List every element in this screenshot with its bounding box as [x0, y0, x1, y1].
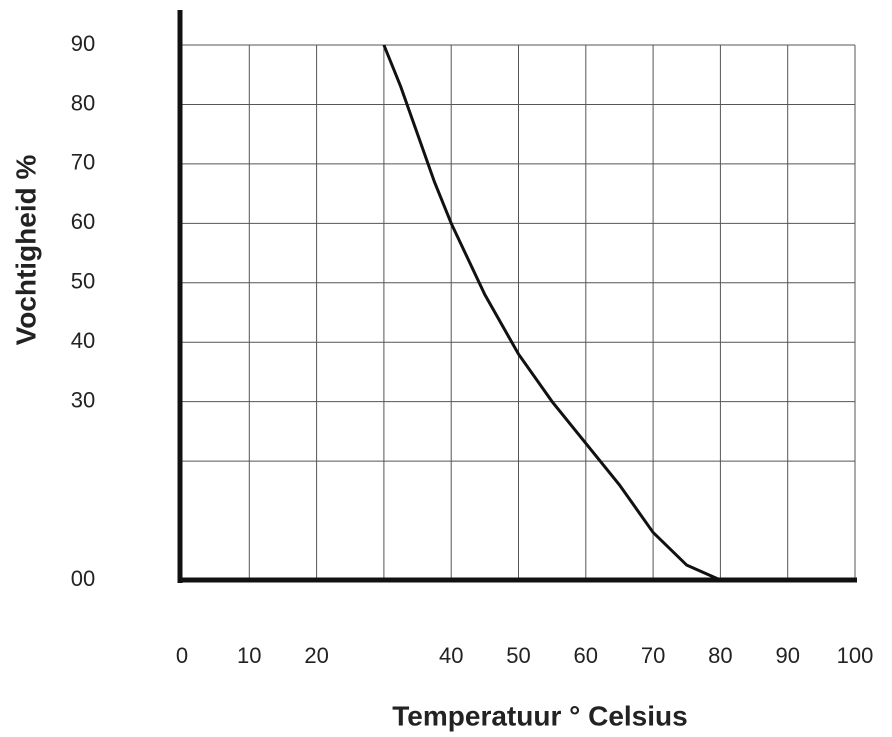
y-tick-label: 90: [71, 31, 95, 56]
y-tick-label: 70: [71, 150, 95, 175]
y-tick-label: 60: [71, 209, 95, 234]
x-tick-label: 50: [506, 643, 530, 668]
line: [382, 44, 722, 582]
x-tick-label: 100: [837, 643, 874, 668]
x-tick-label: 40: [439, 643, 463, 668]
x-tick-label: 70: [641, 643, 665, 668]
y-tick-label: 80: [71, 90, 95, 115]
x-axis-title: Temperatuur ° Celsius: [392, 700, 687, 731]
x-tick-label: 80: [708, 643, 732, 668]
y-tick-label: 50: [71, 269, 95, 294]
x-tick-label: 90: [775, 643, 799, 668]
y-tick-label: 00: [71, 566, 95, 591]
x-tick-label: 60: [574, 643, 598, 668]
y-axis-title: Vochtigheid %: [10, 154, 41, 345]
y-tick-label: 40: [71, 328, 95, 353]
y-tick-label: 30: [71, 387, 95, 412]
x-tick-label: 0: [176, 643, 188, 668]
x-tick-label: 20: [304, 643, 328, 668]
x-tick-label: 10: [237, 643, 261, 668]
